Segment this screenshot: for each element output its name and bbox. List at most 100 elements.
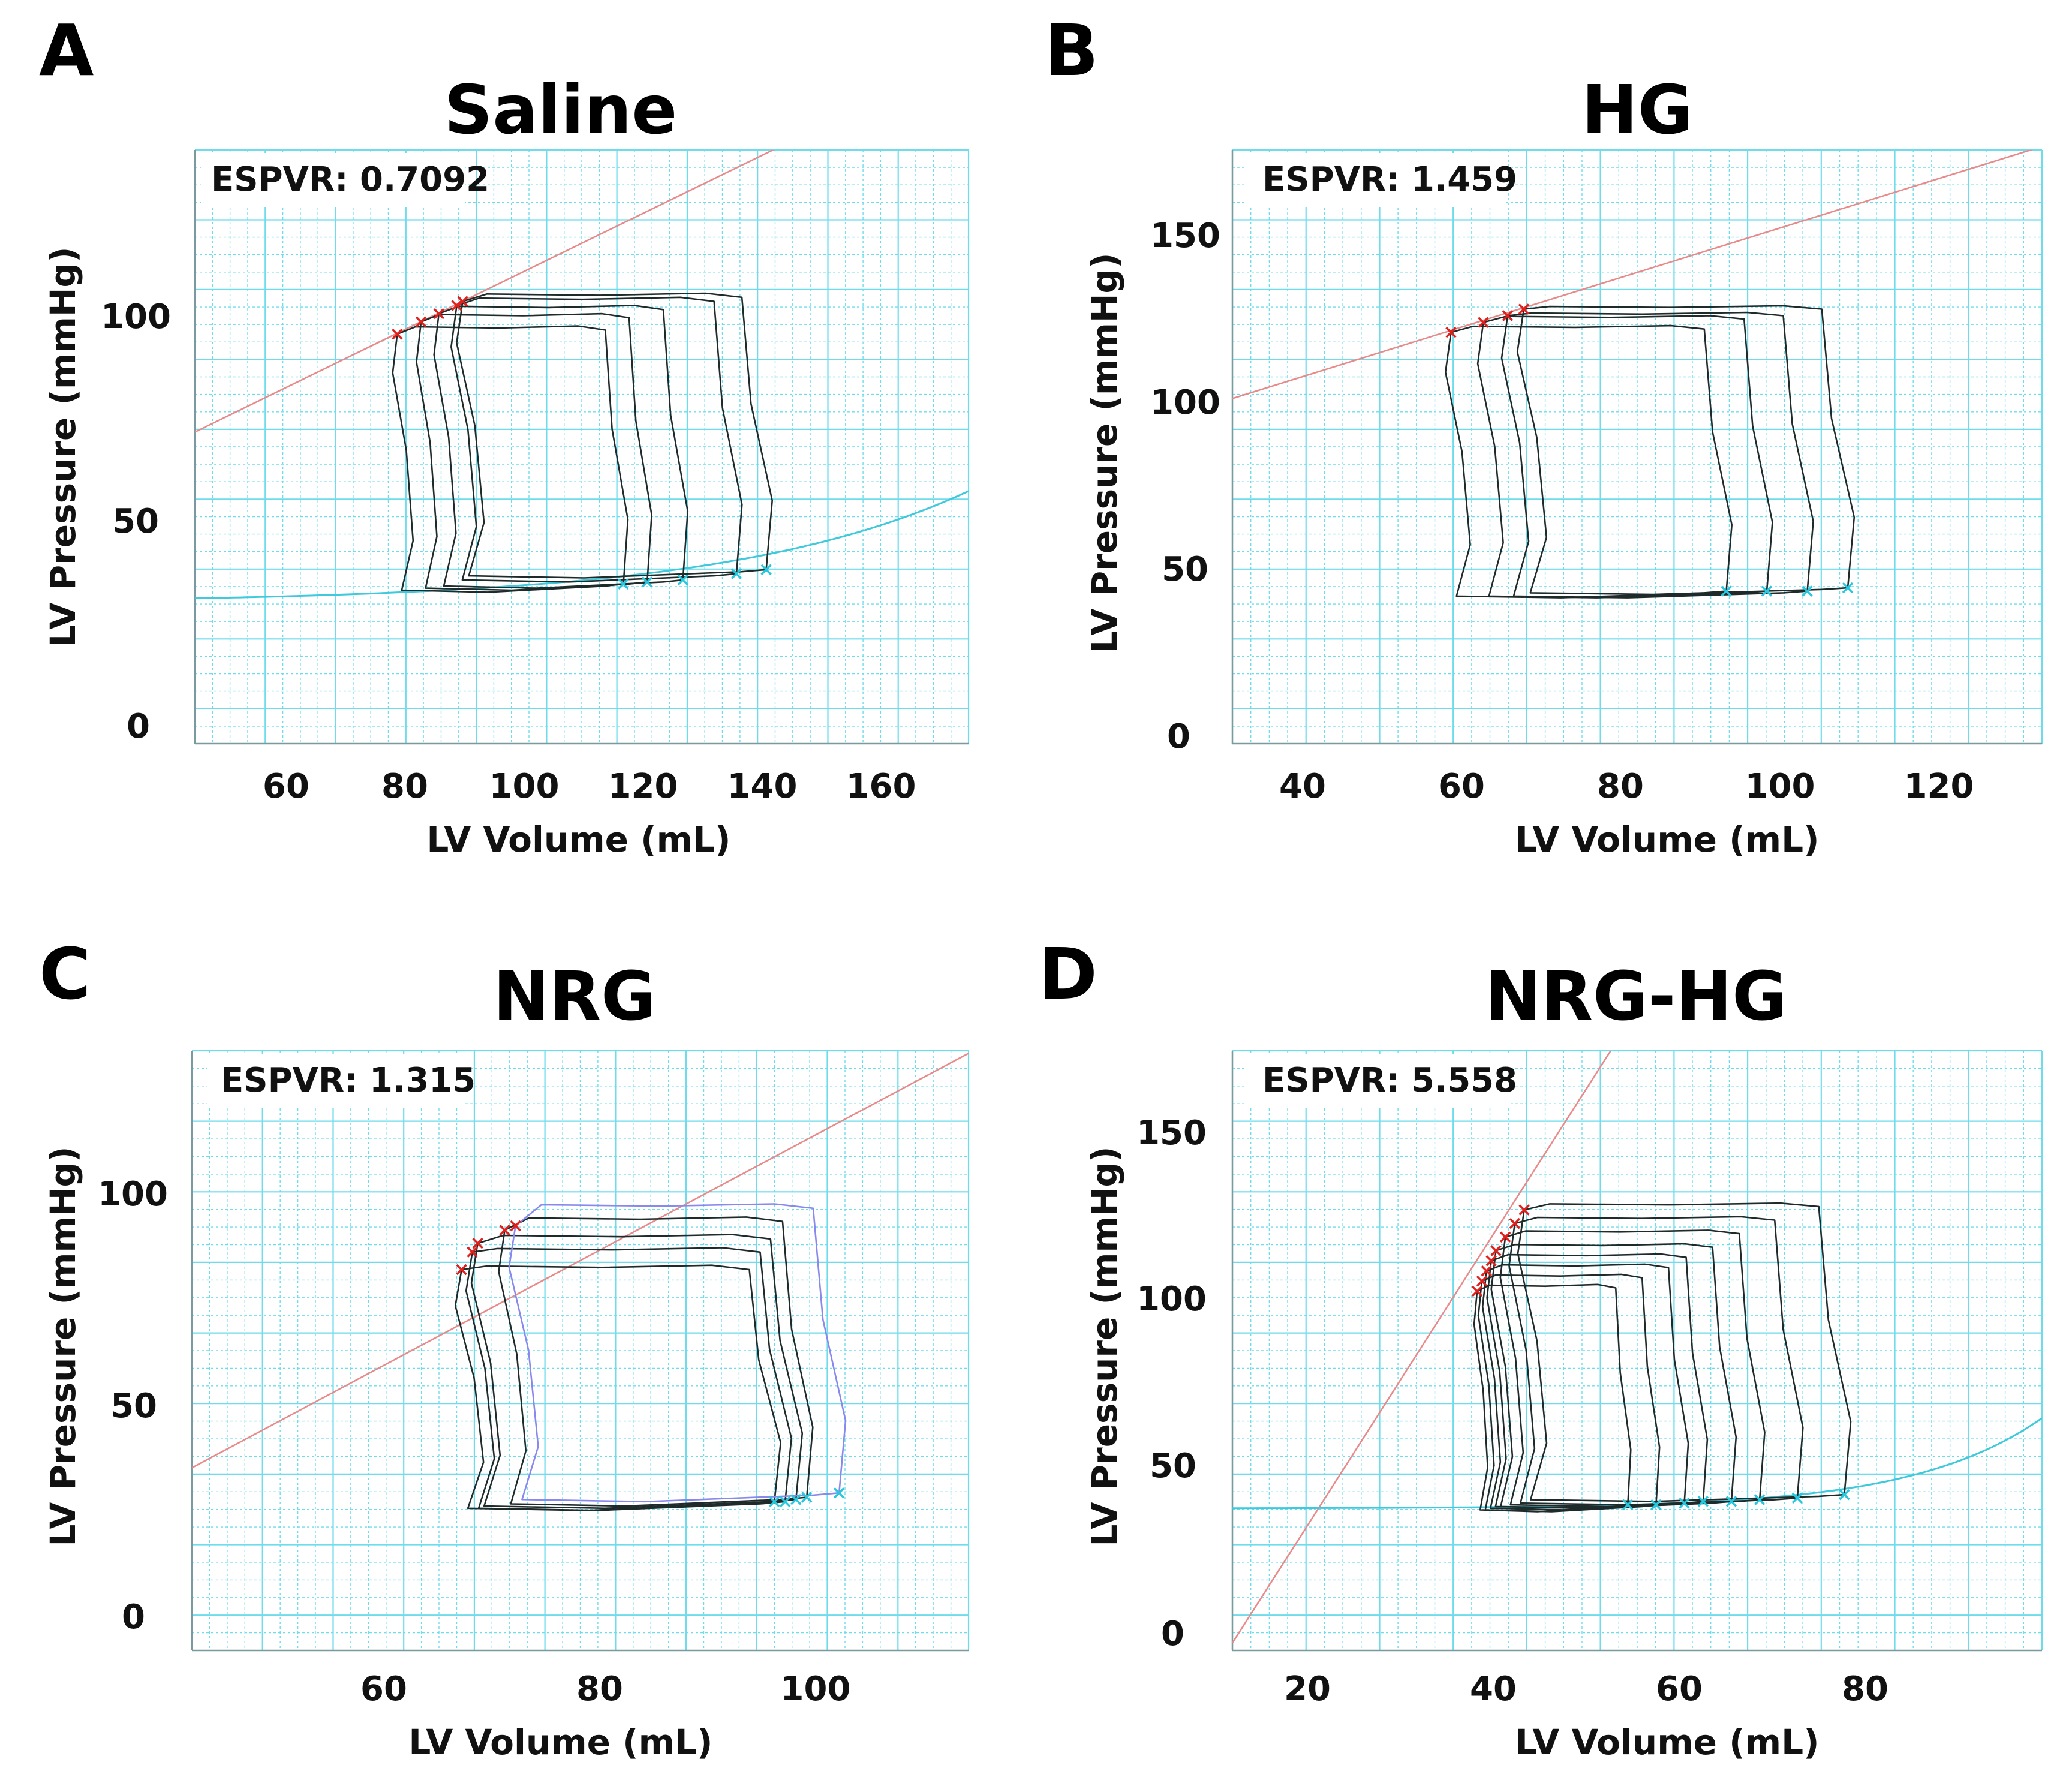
x-ticks-d: 20 40 60 80	[1284, 1670, 1888, 1709]
y-tick-c-0: 0	[122, 1598, 145, 1637]
panel-b: B HG ESPVR: 1.459 40 60 80 100 120 0 50 …	[1045, 9, 2043, 860]
ed-point-marker-b-0	[1721, 585, 1732, 597]
markers-a	[392, 296, 772, 590]
y-tick-b-0: 0	[1167, 717, 1190, 756]
x-ticks-c: 60 80 100	[360, 1670, 850, 1709]
x-axis-label-c: LV Volume (mL)	[408, 1722, 712, 1763]
x-tick-b-4: 120	[1904, 767, 1974, 806]
es-point-marker-c-0	[456, 1264, 467, 1276]
y-ticks-d: 0 50 100 150	[1136, 1114, 1207, 1653]
edpvr-curve-a	[195, 490, 969, 600]
plot-area-b: ESPVR: 1.459	[1231, 149, 2043, 745]
es-point-marker-b-0	[1445, 326, 1457, 338]
x-tick-b-3: 100	[1745, 767, 1815, 806]
espvr-box-b	[1247, 153, 1505, 207]
es-point-marker-d-4	[1490, 1245, 1502, 1256]
y-ticks-c: 0 50 100	[98, 1175, 168, 1637]
pv-loop-c-4	[508, 1203, 847, 1503]
espvr-label-d: ESPVR: 5.558	[1262, 1061, 1517, 1100]
es-point-marker-c-4	[510, 1220, 521, 1232]
es-point-marker-a-3	[451, 300, 462, 311]
ed-point-marker-d-6	[1791, 1492, 1803, 1504]
pv-loop-c-3	[498, 1216, 814, 1507]
x-tick-c-2: 100	[781, 1670, 851, 1709]
y-tick-c-1: 50	[110, 1387, 157, 1426]
es-point-marker-d-3	[1485, 1255, 1497, 1267]
ed-point-marker-a-3	[730, 568, 742, 579]
x-axis-label-d: LV Volume (mL)	[1515, 1722, 1819, 1763]
x-tick-d-0: 20	[1284, 1670, 1331, 1709]
y-axis-label-a: LV Pressure (mmHg)	[43, 247, 83, 647]
ed-point-marker-d-5	[1754, 1494, 1766, 1505]
es-point-marker-c-3	[499, 1225, 510, 1236]
ed-point-marker-c-1	[780, 1496, 791, 1508]
ed-point-marker-a-2	[677, 574, 688, 586]
es-point-marker-d-5	[1499, 1231, 1511, 1243]
x-tick-b-0: 40	[1279, 767, 1326, 806]
ed-point-marker-d-4	[1725, 1496, 1737, 1507]
pv-loop-c-2	[470, 1234, 804, 1510]
panel-title-d: NRG-HG	[1485, 958, 1787, 1036]
espvr-label-b: ESPVR: 1.459	[1262, 160, 1517, 199]
y-tick-b-1: 50	[1162, 550, 1208, 589]
espvr-line-a	[195, 150, 775, 433]
es-point-marker-d-2	[1481, 1265, 1493, 1277]
pv-loop-a-2	[433, 305, 689, 589]
x-tick-a-1: 80	[381, 767, 428, 806]
plot-area-d: ESPVR: 5.558	[1231, 1050, 2043, 1652]
es-point-marker-b-2	[1502, 310, 1514, 321]
y-axis-label-c: LV Pressure (mmHg)	[43, 1147, 83, 1547]
panel-d: D NRG-HG ESPVR: 5.558 20 40 60 80 0 50 1…	[1039, 933, 2043, 1763]
ed-point-marker-d-1	[1650, 1499, 1662, 1511]
y-tick-b-3: 150	[1150, 217, 1220, 255]
x-tick-a-5: 160	[846, 767, 916, 806]
ed-point-marker-b-3	[1842, 582, 1854, 594]
es-point-marker-b-3	[1518, 303, 1530, 315]
plot-area-a: ESPVR: 0.7092	[194, 149, 970, 745]
markers-b	[1445, 303, 1854, 597]
es-point-marker-b-1	[1478, 317, 1489, 328]
panel-letter-b: B	[1045, 9, 1099, 92]
panel-title-c: NRG	[493, 958, 656, 1036]
es-point-marker-d-1	[1476, 1275, 1488, 1287]
ed-point-marker-b-2	[1802, 585, 1813, 597]
curves-a	[195, 150, 969, 600]
x-tick-b-2: 80	[1597, 767, 1644, 806]
es-point-marker-a-4	[457, 296, 468, 307]
ed-point-marker-d-0	[1622, 1499, 1634, 1511]
markers-c	[456, 1220, 845, 1508]
grid-c	[191, 1050, 970, 1652]
y-axis-label-b: LV Pressure (mmHg)	[1084, 253, 1125, 653]
espvr-box-c	[207, 1054, 465, 1108]
grid-a	[194, 149, 970, 745]
es-point-marker-d-0	[1471, 1285, 1483, 1297]
loops-b	[1445, 305, 1856, 599]
x-tick-a-3: 120	[608, 767, 678, 806]
x-tick-c-1: 80	[576, 1670, 623, 1709]
ed-point-marker-d-3	[1697, 1496, 1709, 1507]
y-tick-a-2: 100	[101, 297, 171, 336]
es-point-marker-a-0	[392, 329, 403, 340]
y-tick-a-0: 0	[127, 707, 150, 746]
x-tick-a-0: 60	[263, 767, 309, 806]
panel-letter-d: D	[1039, 933, 1097, 1015]
es-point-marker-d-6	[1509, 1217, 1521, 1229]
panel-letter-c: C	[39, 933, 91, 1015]
x-tick-c-0: 60	[360, 1670, 407, 1709]
pv-loop-c-0	[454, 1264, 781, 1511]
grid-d	[1231, 1050, 2043, 1652]
loops-d	[1473, 1202, 1852, 1513]
ed-point-marker-c-0	[769, 1496, 780, 1508]
espvr-box-d	[1247, 1054, 1511, 1108]
y-tick-d-0: 0	[1161, 1614, 1184, 1653]
y-tick-b-2: 100	[1150, 383, 1220, 422]
espvr-box-a	[201, 153, 465, 207]
x-ticks-b: 40 60 80 100 120	[1279, 767, 1974, 806]
plot-area-c: ESPVR: 1.315	[191, 1050, 970, 1652]
x-tick-a-2: 100	[489, 767, 560, 806]
es-point-marker-a-1	[415, 316, 427, 327]
pv-loop-b-3	[1516, 305, 1856, 596]
x-tick-d-2: 60	[1656, 1670, 1703, 1709]
pv-loop-a-3	[450, 296, 743, 583]
